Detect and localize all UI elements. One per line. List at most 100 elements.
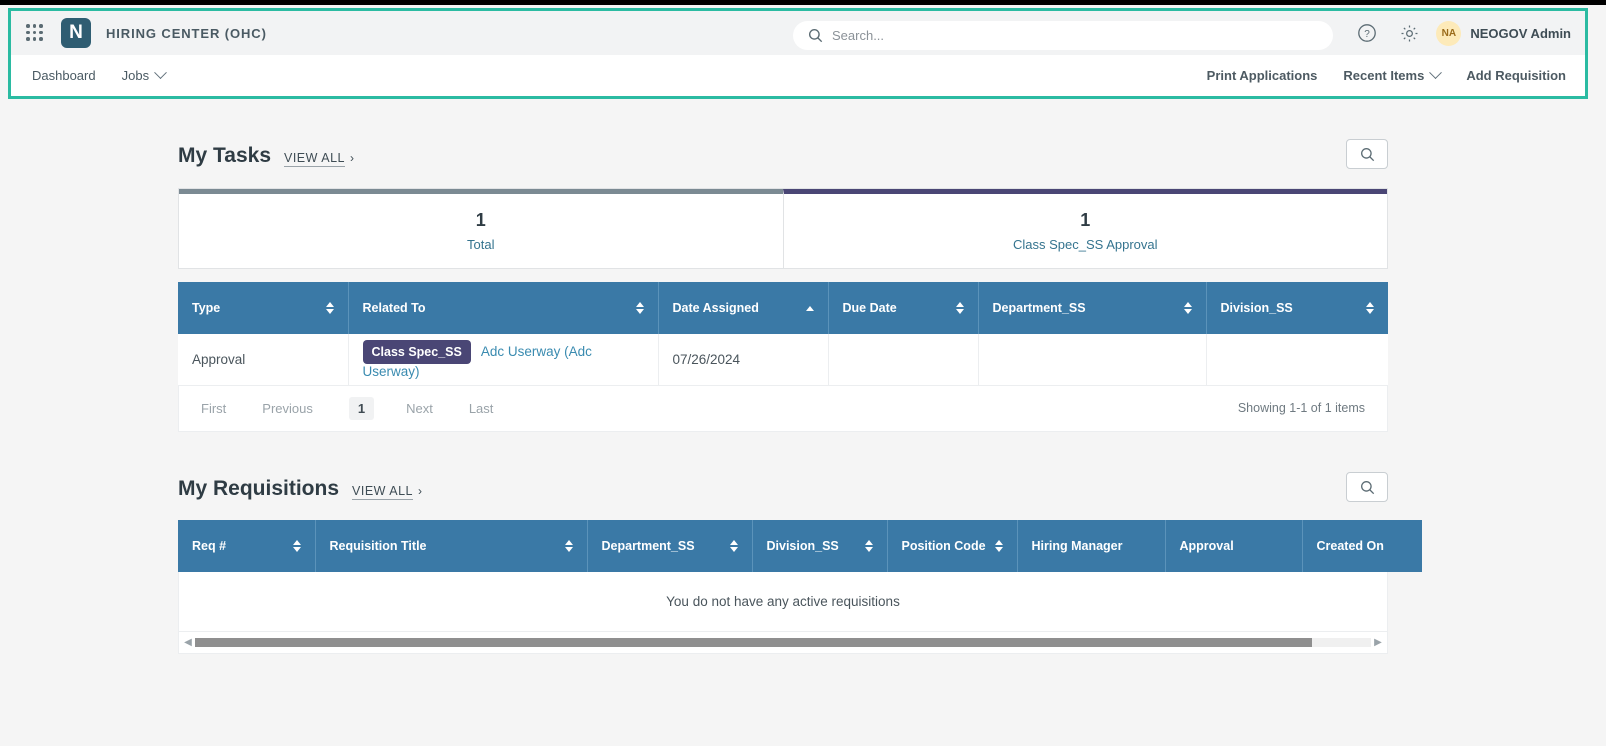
search-icon [808,28,823,43]
my-tasks-panel: My Tasks VIEW ALL › 1 Total 1 Class [178,139,1388,432]
column-header-created-on[interactable]: Created On [1302,520,1422,572]
nav-item-label: Dashboard [32,68,96,83]
column-header-req-number[interactable]: Req # [178,520,316,572]
tile-label: Total [467,237,495,252]
sort-ascending-icon[interactable] [805,305,814,311]
pagination-first[interactable]: First [201,400,227,416]
column-label: Approval [1179,539,1234,553]
column-header-approval[interactable]: Approval [1165,520,1303,572]
pagination-next[interactable]: Next [406,400,433,416]
sort-both-icon[interactable] [325,302,334,314]
tile-count: 1 [1080,210,1091,230]
column-label: Requisition Title [329,539,427,553]
column-label: Req # [192,539,227,553]
top-bar-actions: ? NA NEOGOV Admin [1346,11,1571,55]
neogov-logo[interactable]: N [61,18,91,48]
scroll-right-arrow-icon[interactable]: ▶ [1374,637,1382,648]
nav-item-label: Jobs [121,68,150,83]
sort-both-icon[interactable] [864,540,873,552]
nav-item-dashboard[interactable]: Dashboard [19,55,109,97]
chevron-down-icon [154,66,167,80]
nav-bar: Dashboard Jobs Print Applications Recent… [11,55,1585,97]
column-label: Hiring Manager [1031,539,1123,553]
page-title: My Tasks [178,143,271,167]
my-requisitions-panel: My Requisitions VIEW ALL › [178,472,1422,654]
nav-item-label: Recent Items [1343,68,1425,83]
global-search[interactable] [793,21,1333,50]
nav-item-jobs[interactable]: Jobs [109,55,178,97]
column-header-department-ss[interactable]: Department_SS [978,282,1207,334]
column-label: Date Assigned [672,301,759,315]
sort-both-icon[interactable] [564,540,573,552]
gear-icon[interactable] [1388,11,1430,55]
column-header-requisition-title[interactable]: Requisition Title [315,520,588,572]
cell-due-date [828,334,979,386]
my-requisitions-horizontal-scrollbar[interactable]: ◀ ▶ [178,632,1388,654]
sort-both-icon[interactable] [292,540,301,552]
table-row[interactable]: Approval Class Spec_SS Adc Userway (Adc U… [178,334,1388,386]
column-label: Due Date [842,301,897,315]
column-header-hiring-manager[interactable]: Hiring Manager [1017,520,1166,572]
column-label: Related To [362,301,426,315]
summary-tile-total[interactable]: 1 Total [179,189,783,268]
pagination-previous[interactable]: Previous [262,400,313,416]
column-header-due-date[interactable]: Due Date [828,282,979,334]
column-header-division-ss[interactable]: Division_SS [752,520,888,572]
help-circle-icon[interactable]: ? [1346,11,1388,55]
column-label: Created On [1316,539,1384,553]
column-header-date-assigned[interactable]: Date Assigned [658,282,829,334]
my-requisitions-search-button[interactable] [1346,472,1388,502]
chevron-right-icon: › [349,150,354,165]
column-label: Position Code [901,539,986,553]
my-requisitions-table: Req # Requisition Title Department_SS [178,520,1422,572]
chevron-right-icon: › [418,483,423,498]
svg-text:?: ? [1365,29,1371,40]
sort-both-icon[interactable] [1366,302,1374,314]
sort-both-icon[interactable] [635,302,644,314]
my-tasks-table: Type Related To Date Assigned Due D [178,282,1388,386]
column-header-position-code[interactable]: Position Code [887,520,1018,572]
apps-grid-icon[interactable] [26,24,44,42]
my-tasks-header: My Tasks VIEW ALL › [178,139,1388,169]
column-header-department-ss[interactable]: Department_SS [587,520,753,572]
sort-both-icon[interactable] [955,302,964,314]
column-label: Type [192,301,221,315]
sort-both-icon[interactable] [729,540,738,552]
tile-label: Class Spec_SS Approval [1012,237,1158,252]
tile-count: 1 [475,210,486,230]
nav-item-label: Print Applications [1206,68,1318,83]
pagination-page-1[interactable]: 1 [348,396,375,420]
nav-right-group: Print Applications Recent Items Add Requ… [1194,55,1579,97]
username-label[interactable]: NEOGOV Admin [1470,25,1571,41]
cell-related-to: Class Spec_SS Adc Userway (Adc Userway) [348,334,659,386]
my-tasks-search-button[interactable] [1346,139,1388,169]
scrollbar-thumb[interactable] [195,638,1313,647]
my-tasks-view-all-link[interactable]: VIEW ALL [284,150,345,167]
nav-item-recent-items[interactable]: Recent Items [1330,55,1453,97]
my-requisitions-empty-message: You do not have any active requisitions [178,572,1388,632]
status-badge: Class Spec_SS [362,339,471,364]
cell-division-ss [1206,334,1388,386]
main-content: My Tasks VIEW ALL › 1 Total 1 Class [0,101,1606,746]
related-record-link[interactable]: Adc Userway (Adc Userway) [362,343,592,379]
column-header-division-ss[interactable]: Division_SS [1206,282,1388,334]
avatar[interactable]: NA [1436,20,1462,46]
sort-both-icon[interactable] [1183,302,1192,314]
search-input[interactable] [832,28,1302,43]
scrollbar-track[interactable] [195,638,1371,647]
my-tasks-summary-tiles: 1 Total 1 Class Spec_SS Approval [178,188,1388,269]
column-header-type[interactable]: Type [178,282,349,334]
scroll-left-arrow-icon[interactable]: ◀ [184,637,192,648]
nav-item-add-requisition[interactable]: Add Requisition [1453,55,1579,97]
sort-both-icon[interactable] [994,540,1003,552]
column-label: Division_SS [1220,301,1293,315]
pagination-last[interactable]: Last [468,400,494,416]
summary-tile-class-spec-ss-approval[interactable]: 1 Class Spec_SS Approval [782,189,1387,268]
column-header-related-to[interactable]: Related To [348,282,659,334]
nav-item-label: Add Requisition [1466,68,1566,83]
column-label: Department_SS [601,539,695,553]
my-requisitions-view-all-link[interactable]: VIEW ALL [352,483,414,500]
nav-item-print-applications[interactable]: Print Applications [1194,55,1331,97]
my-requisitions-header: My Requisitions VIEW ALL › [178,472,1388,502]
search-icon [1360,480,1374,494]
